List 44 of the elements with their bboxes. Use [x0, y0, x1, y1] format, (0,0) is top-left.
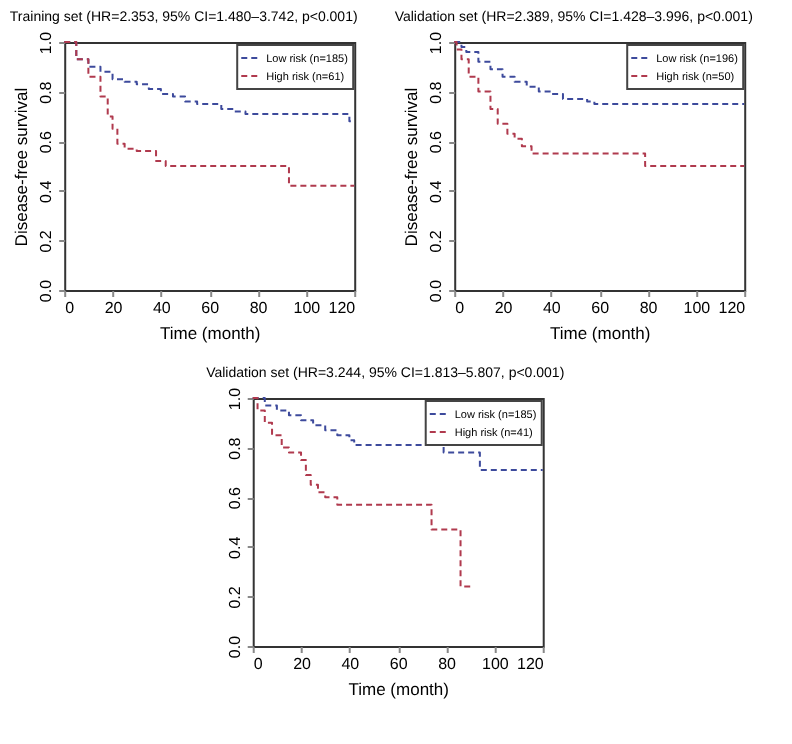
x-tick-label: 20 [293, 655, 313, 673]
y-tick-label: 1.0 [37, 30, 56, 55]
x-tick-label: 40 [542, 299, 562, 317]
x-tick-label: 60 [201, 299, 221, 317]
y-tick-label: 0.6 [225, 485, 244, 510]
y-tick-label: 0.6 [427, 129, 446, 154]
y-tick-label: 0.0 [37, 278, 56, 303]
x-tick-label: 80 [438, 655, 458, 673]
x-tick-label: 20 [494, 299, 514, 317]
y-tick-label: 0.8 [225, 436, 244, 460]
x-tick-label: 100 [293, 299, 322, 317]
y-tick-label: 0.6 [37, 129, 56, 154]
x-tick-label: 20 [104, 299, 124, 317]
x-tick-label: 40 [341, 655, 361, 673]
x-tick-label: 80 [249, 299, 269, 317]
x-tick-label: 40 [152, 299, 172, 317]
y-tick-label: 0.4 [225, 535, 244, 559]
x-tick-label: 60 [591, 299, 611, 317]
y-tick-label: 0.4 [427, 179, 446, 203]
x-tick-label: 120 [328, 299, 357, 317]
y-tick-label: 0.0 [427, 278, 446, 303]
x-tick-label: 120 [718, 299, 747, 317]
y-tick-label: 0.2 [225, 585, 244, 609]
y-tick-label: 0.8 [427, 80, 446, 104]
x-tick-label: 80 [639, 299, 659, 317]
y-axis-title: Disease-free survival [401, 87, 422, 247]
y-tick-label: 0.4 [37, 179, 56, 203]
x-tick-label: 0 [65, 299, 76, 317]
x-axis-title: Time (month) [549, 323, 651, 343]
x-axis-title: Time (month) [348, 679, 450, 699]
x-axis-title: Time (month) [159, 323, 261, 343]
y-tick-label: 1.0 [225, 386, 244, 411]
y-tick-label: 0.2 [37, 229, 56, 253]
x-tick-label: 0 [455, 299, 466, 317]
y-tick-label: 0.0 [225, 634, 244, 659]
y-tick-label: 0.2 [427, 229, 446, 253]
x-tick-label: 120 [516, 655, 545, 673]
x-tick-label: 100 [683, 299, 712, 317]
y-axis-title: Disease-free survival [11, 87, 32, 247]
x-tick-label: 100 [482, 655, 510, 673]
y-tick-label: 1.0 [427, 30, 446, 55]
y-tick-label: 0.8 [37, 80, 56, 104]
x-tick-label: 60 [389, 655, 409, 673]
x-tick-label: 0 [253, 655, 264, 673]
